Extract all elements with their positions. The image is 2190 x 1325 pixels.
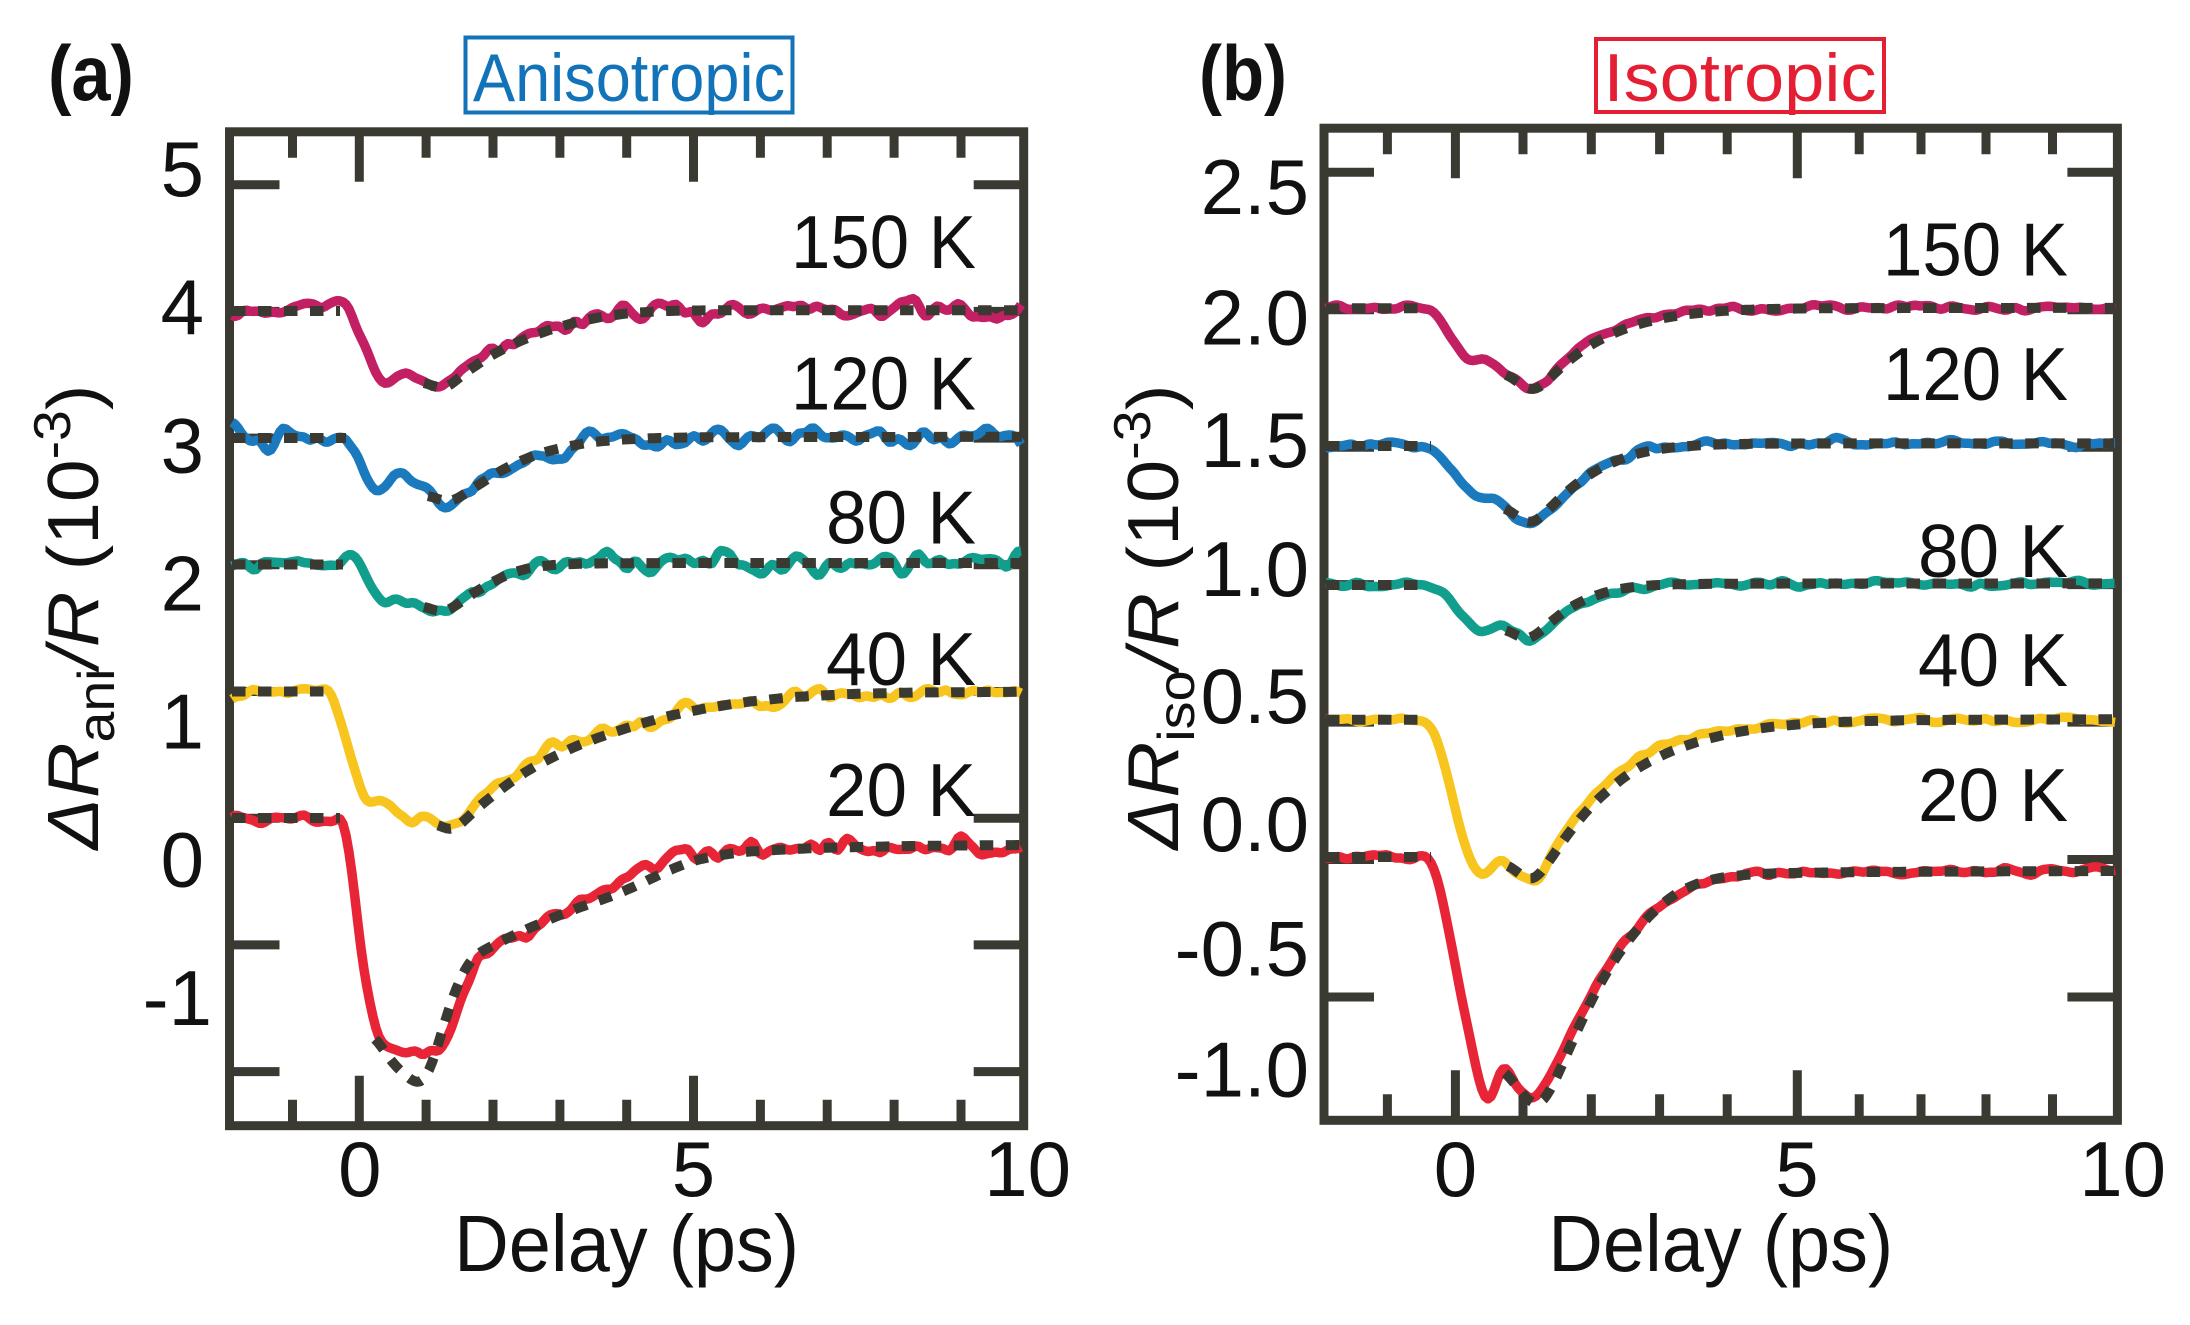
svg-text:0.0: 0.0 [1201,780,1309,868]
svg-text:ΔRiso/R (10-3): ΔRiso/R (10-3) [1104,385,1206,852]
svg-text:Delay (ps): Delay (ps) [1548,1199,1893,1288]
svg-text:1.0: 1.0 [1201,525,1309,613]
svg-text:5: 5 [672,1125,715,1213]
svg-text:10: 10 [984,1125,1071,1213]
svg-text:-0.5: -0.5 [1175,905,1309,993]
svg-text:Anisotropic: Anisotropic [473,40,785,116]
svg-text:120 K: 120 K [791,342,976,426]
svg-text:0.5: 0.5 [1201,652,1309,740]
svg-text:120 K: 120 K [1883,332,2068,416]
svg-text:ΔRani/R (10-3): ΔRani/R (10-3) [24,384,126,851]
svg-text:80 K: 80 K [1918,509,2068,593]
svg-text:Delay (ps): Delay (ps) [454,1199,799,1288]
svg-text:2: 2 [161,539,204,627]
svg-text:(b): (b) [1199,29,1287,117]
svg-text:(a): (a) [48,29,134,117]
svg-text:5: 5 [1775,1125,1818,1213]
svg-text:0: 0 [338,1125,381,1213]
svg-text:150 K: 150 K [791,200,976,284]
svg-text:20 K: 20 K [1918,753,2068,837]
svg-text:-1.0: -1.0 [1175,1026,1309,1114]
svg-text:1: 1 [161,678,204,766]
svg-text:0: 0 [161,816,204,904]
svg-text:Isotropic: Isotropic [1604,40,1877,116]
svg-text:-1: -1 [143,954,212,1042]
svg-text:40 K: 40 K [1918,618,2068,702]
svg-text:3: 3 [161,401,204,489]
svg-text:10: 10 [2079,1125,2166,1213]
svg-text:2.5: 2.5 [1201,143,1309,231]
svg-text:150 K: 150 K [1883,208,2068,292]
svg-text:2.0: 2.0 [1201,274,1309,362]
svg-text:80 K: 80 K [826,475,976,559]
svg-text:40 K: 40 K [826,617,976,701]
svg-text:1.5: 1.5 [1201,396,1309,484]
svg-text:0: 0 [1434,1125,1477,1213]
svg-text:5: 5 [161,125,204,213]
svg-text:4: 4 [161,263,204,351]
svg-text:20 K: 20 K [826,748,976,832]
